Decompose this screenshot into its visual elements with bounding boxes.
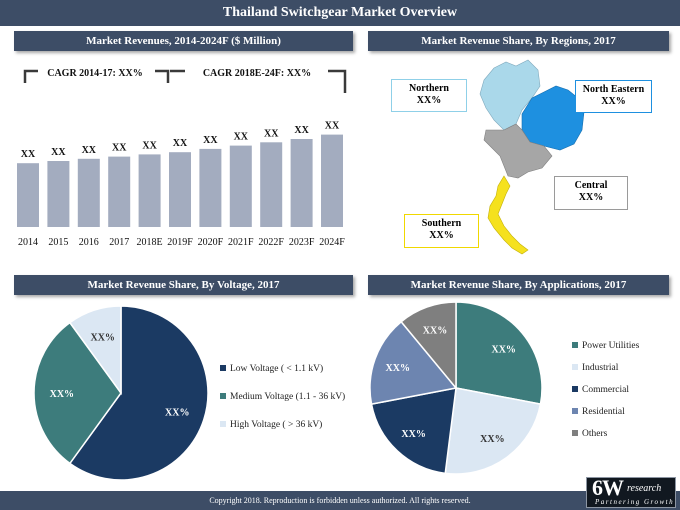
bar [108,156,131,227]
cagr-second-label: CAGR 2018E-24F: XX% [203,68,311,79]
legend-label: Residential [582,407,625,417]
applications-header: Market Revenue Share, By Applications, 2… [368,275,669,295]
applications-pie-chart: XX% XX% XX% XX% XX% Power Utilities Industrial… [370,301,640,475]
bar [199,148,222,227]
slice-data-label: XX% [423,326,447,337]
legend-label: Industrial [582,363,619,373]
region-name-central: Central [574,180,608,191]
bar [321,134,343,227]
thailand-map [479,59,585,255]
legend-swatch [572,364,578,370]
bar [77,158,100,227]
slice-data-label: XX% [480,434,504,445]
page-title: Thailand Switchgear Market Overview [0,0,680,26]
legend-swatch [572,386,578,392]
logo-tagline: Partnering Growth [595,498,675,506]
map-region-southern [487,175,529,255]
legend-swatch [220,393,226,399]
x-tick-label: 2015 [48,237,68,248]
bar [169,152,191,227]
slice-data-label: XX% [491,345,515,356]
region-name-southern: Southern [421,218,462,229]
pie-slice [68,305,122,396]
x-tick-label: 2022F [258,237,284,248]
legend-swatch [220,421,226,427]
legend-swatch [572,430,578,436]
bar [260,142,283,227]
region-name-north-eastern: North Eastern [582,84,645,95]
pie-slice [370,320,458,405]
pie-slice [370,387,457,475]
x-tick-label: 2021F [228,237,254,248]
x-tick-label: 2014 [18,237,38,248]
map-region-northern [479,59,541,131]
x-tick-label: 2020F [198,237,224,248]
legend-label: Commercial [582,385,629,395]
region-label-northern: Northern XX% [391,79,467,112]
region-value-southern: XX% [429,230,454,241]
pie-slice [400,301,457,391]
map-region-central [483,123,553,179]
slice-data-label: XX% [90,333,114,344]
cagr-bracket-left [23,69,170,83]
bar-data-label: XX [142,140,157,151]
revenues-header: Market Revenues, 2014-2024F ($ Million) [14,31,353,51]
legend-swatch [572,408,578,414]
region-label-north-eastern: North Eastern XX% [575,80,652,113]
x-tick-label: 2017 [109,237,129,248]
bar-data-label: XX [234,132,249,143]
legend-label: Power Utilities [582,341,640,351]
logo-main: 6W [592,475,624,500]
revenue-bar-chart: CAGR 2014-17: XX% CAGR 2018E-24F: XX% XX… [17,68,347,248]
bar [290,139,313,227]
bar-data-label: XX [51,147,66,158]
regions-header: Market Revenue Share, By Regions, 2017 [368,31,669,51]
region-value-central: XX% [578,192,604,203]
region-value-north-eastern: XX% [601,96,626,107]
pie-slice [455,301,543,405]
bar [229,145,252,227]
region-label-southern: Southern XX% [404,214,479,248]
x-tick-label: 2023F [289,237,315,248]
cagr-first-label: CAGR 2014-17: XX% [47,68,143,79]
bar-data-label: XX [21,149,36,160]
bar [138,154,161,227]
x-tick-label: 2018E [137,237,163,248]
legend-label: Low Voltage ( < 1.1 kV) [230,363,323,374]
copyright-footer: Copyright 2018. Reproduction is forbidde… [0,491,680,510]
bar-data-label: XX [325,121,340,132]
bar-data-label: XX [294,125,309,136]
bar-data-label: XX [203,135,218,146]
legend-label: Medium Voltage (1.1 - 36 kV) [230,391,345,402]
bar [17,163,39,227]
company-logo: 6W research Partnering Growth [586,475,676,508]
pie-slice [33,321,122,465]
x-tick-label: 2016 [79,237,99,248]
pie-slice [444,387,542,475]
slice-data-label: XX% [386,363,410,374]
x-tick-label: 2019F [167,237,193,248]
cagr-bracket-right [170,69,347,93]
pie-slice [68,305,209,481]
slice-data-label: XX% [165,407,189,418]
legend-swatch [572,342,578,348]
logo-sub: research [627,483,662,494]
voltage-header: Market Revenue Share, By Voltage, 2017 [14,275,353,295]
region-value-northern: XX% [416,95,442,106]
bar-data-label: XX [173,138,188,149]
bar [47,161,70,227]
legend-label: High Voltage ( > 36 kV) [230,419,322,430]
x-tick-label: 2024F [319,237,345,248]
slice-data-label: XX% [401,429,425,440]
slice-data-label: XX% [50,389,74,400]
legend-swatch [220,365,226,371]
region-label-central: Central XX% [554,176,628,210]
bar-data-label: XX [82,145,97,156]
region-name-northern: Northern [409,83,449,94]
voltage-pie-chart: XX% XX% XX% Low Voltage ( < 1.1 kV) Medium V… [33,305,345,481]
legend-label: Others [582,429,608,439]
bar-data-label: XX [112,143,127,154]
bar-data-label: XX [264,128,279,139]
